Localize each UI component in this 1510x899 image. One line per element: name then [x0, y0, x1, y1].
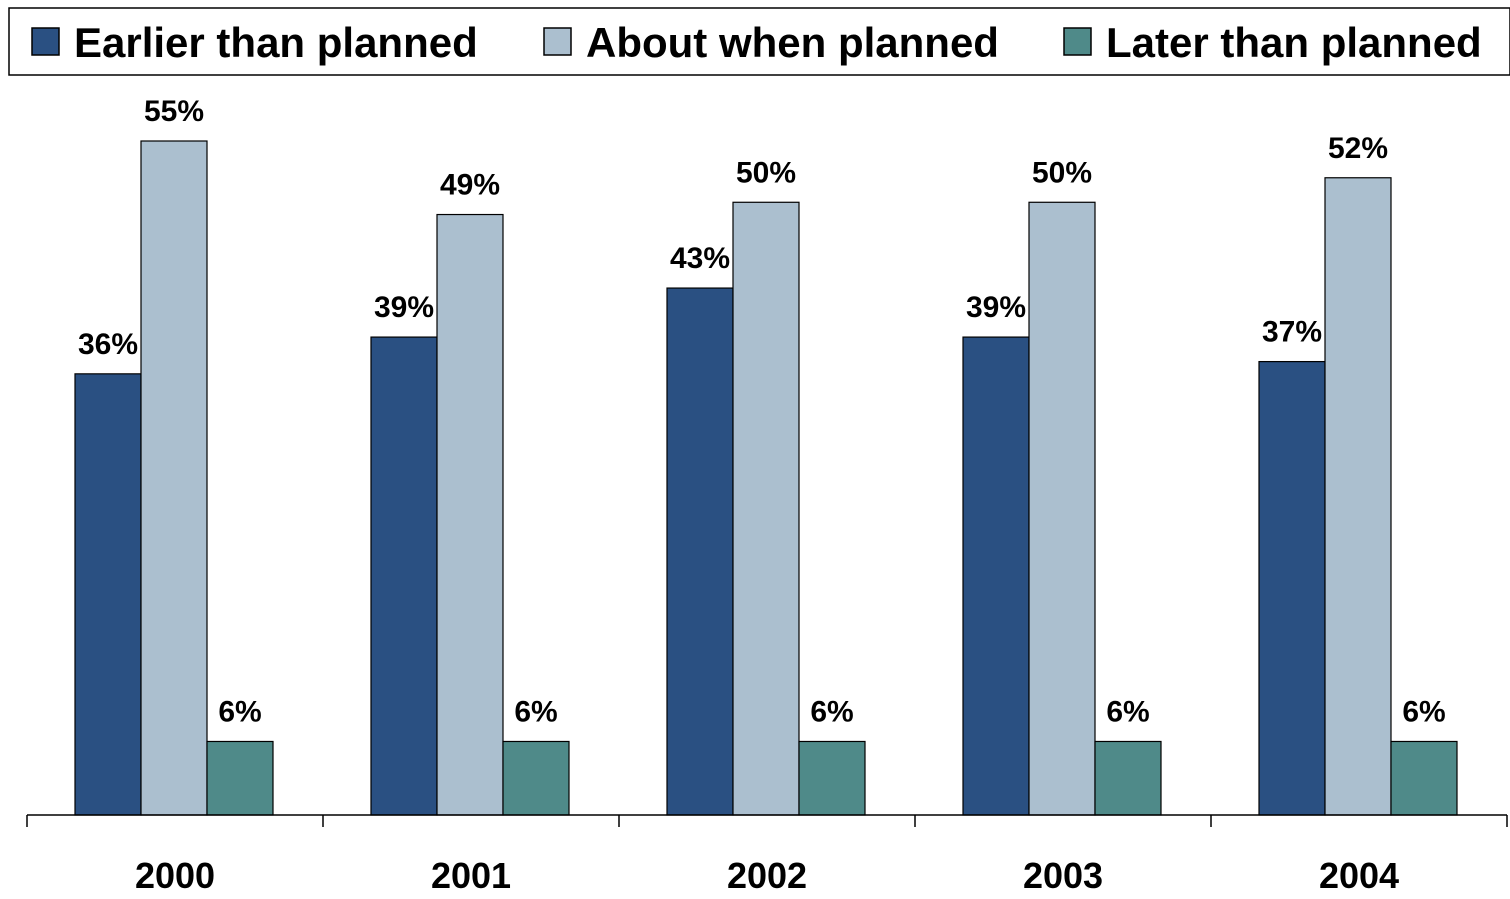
legend: Earlier than planned About when planned La…	[8, 7, 1510, 76]
data-label: 37%	[1262, 316, 1322, 349]
data-label: 6%	[810, 695, 853, 728]
data-label: 39%	[966, 291, 1026, 324]
bar	[1324, 177, 1392, 816]
x-axis: 2000 2001 2002 2003 2004	[26, 814, 1508, 896]
legend-label: Earlier than planned	[74, 19, 478, 66]
data-label: 6%	[1106, 695, 1149, 728]
data-label: 6%	[514, 695, 557, 728]
data-label: 55%	[144, 95, 204, 128]
data-label: 50%	[736, 156, 796, 189]
bar	[732, 201, 800, 816]
legend-label: About when planned	[586, 19, 999, 66]
x-tick-label: 2002	[727, 855, 807, 894]
bar	[436, 213, 504, 816]
bar	[140, 140, 208, 816]
x-tick-label: 2001	[431, 855, 511, 894]
data-label: 6%	[1402, 695, 1445, 728]
x-tick-label: 2004	[1319, 855, 1399, 894]
data-label: 36%	[78, 328, 138, 361]
bar	[1094, 740, 1162, 816]
x-tick-label: 2000	[135, 855, 215, 894]
bar	[74, 373, 142, 816]
data-label: 43%	[670, 242, 730, 275]
bar	[206, 740, 274, 816]
legend-swatch	[543, 27, 572, 56]
bars: 36% 55% 6% 39% 49% 6% 43% 50% 6% 39% 50% 6% 37% 52% 6%	[74, 95, 1458, 816]
legend-label: Later than planned	[1106, 19, 1482, 66]
legend-box	[8, 7, 1510, 76]
data-label: 49%	[440, 169, 500, 202]
bar	[1258, 360, 1326, 816]
legend-swatch	[1063, 27, 1092, 56]
bar	[502, 740, 570, 816]
bar	[1028, 201, 1096, 816]
bar	[798, 740, 866, 816]
bar	[666, 287, 734, 816]
x-tick-label: 2003	[1023, 855, 1103, 894]
bar	[962, 336, 1030, 816]
bar	[370, 336, 438, 816]
data-label: 39%	[374, 291, 434, 324]
legend-swatch	[31, 27, 60, 56]
bar	[1390, 740, 1458, 816]
data-label: 52%	[1328, 132, 1388, 165]
data-label: 6%	[218, 695, 261, 728]
data-label: 50%	[1032, 156, 1092, 189]
